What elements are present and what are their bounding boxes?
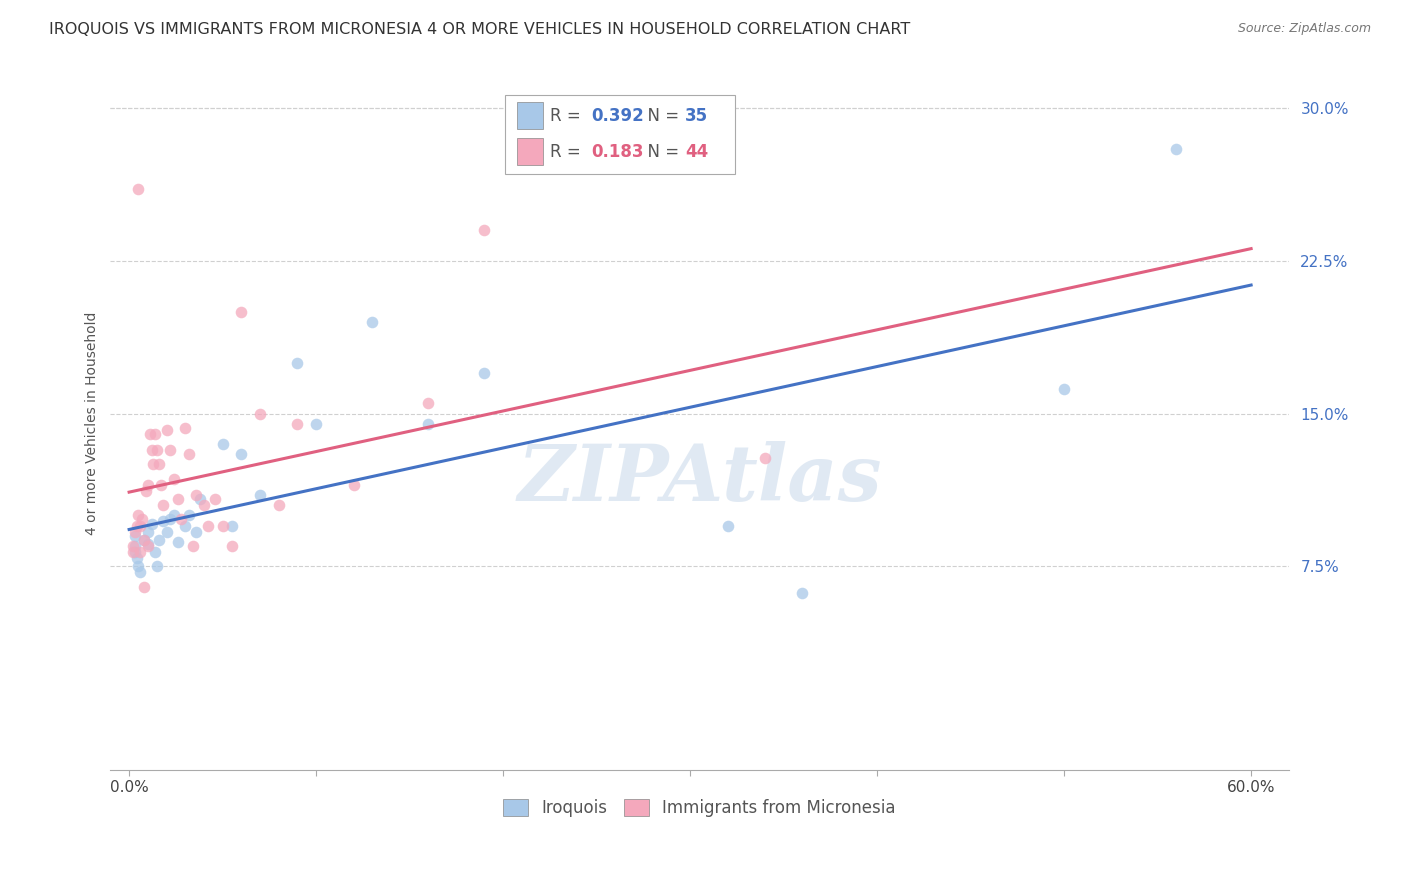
Point: [166, 492, 188, 507]
Point: [141, 443, 163, 458]
Point: [287, 417, 309, 431]
Point: [136, 524, 159, 539]
Legend: Iroquois, Immigrants from Micronesia: Iroquois, Immigrants from Micronesia: [496, 792, 903, 824]
Point: [474, 366, 496, 380]
Point: [135, 483, 157, 498]
Point: [163, 472, 186, 486]
Point: [125, 551, 148, 566]
Text: 0.183: 0.183: [591, 143, 644, 161]
Point: [146, 443, 169, 458]
Point: [754, 451, 776, 466]
Point: [418, 396, 440, 410]
Point: [132, 533, 155, 547]
Point: [129, 566, 152, 580]
Point: [152, 498, 174, 512]
Text: N =: N =: [637, 106, 685, 125]
Point: [221, 518, 243, 533]
Point: [143, 545, 166, 559]
Point: [170, 512, 193, 526]
Point: [143, 426, 166, 441]
Point: [163, 508, 186, 523]
Point: [127, 508, 149, 523]
Point: [249, 407, 271, 421]
Point: [131, 512, 153, 526]
Point: [361, 315, 384, 329]
Point: [136, 478, 159, 492]
Point: [159, 443, 181, 458]
Text: 35: 35: [685, 106, 709, 125]
Point: [418, 417, 440, 431]
Point: [148, 533, 170, 547]
Point: [1053, 382, 1076, 396]
Point: [267, 498, 290, 512]
Point: [231, 304, 253, 318]
Point: [177, 508, 200, 523]
Text: Source: ZipAtlas.com: Source: ZipAtlas.com: [1237, 22, 1371, 36]
Point: [152, 515, 174, 529]
Text: N =: N =: [637, 143, 685, 161]
Point: [231, 447, 253, 461]
Point: [177, 447, 200, 461]
Point: [124, 539, 146, 553]
Point: [155, 524, 177, 539]
Point: [124, 545, 146, 559]
Point: [149, 478, 172, 492]
Point: [142, 458, 165, 472]
Text: R =: R =: [550, 106, 586, 125]
Point: [188, 492, 211, 507]
Point: [211, 437, 233, 451]
Point: [125, 518, 148, 533]
Point: [148, 458, 170, 472]
Point: [159, 512, 181, 526]
Text: 0.392: 0.392: [591, 106, 644, 125]
Point: [211, 518, 233, 533]
Point: [305, 417, 328, 431]
Point: [124, 524, 146, 539]
Point: [136, 539, 159, 553]
Point: [166, 534, 188, 549]
FancyBboxPatch shape: [517, 103, 543, 128]
FancyBboxPatch shape: [517, 138, 543, 165]
Point: [121, 545, 143, 559]
Point: [221, 539, 243, 553]
FancyBboxPatch shape: [505, 95, 735, 175]
Text: ZIPAtlas: ZIPAtlas: [517, 441, 882, 517]
Point: [193, 498, 215, 512]
Point: [121, 539, 143, 553]
Point: [186, 488, 208, 502]
Point: [287, 356, 309, 370]
Point: [155, 423, 177, 437]
Point: [129, 518, 152, 533]
Y-axis label: 4 or more Vehicles in Household: 4 or more Vehicles in Household: [86, 312, 100, 535]
Point: [1166, 142, 1188, 156]
Point: [127, 182, 149, 196]
Point: [716, 518, 738, 533]
Point: [146, 559, 169, 574]
Point: [141, 516, 163, 531]
Point: [124, 529, 146, 543]
Point: [474, 223, 496, 237]
Point: [181, 539, 204, 553]
Point: [204, 492, 226, 507]
Point: [132, 533, 155, 547]
Point: [138, 426, 160, 441]
Point: [174, 518, 197, 533]
Text: IROQUOIS VS IMMIGRANTS FROM MICRONESIA 4 OR MORE VEHICLES IN HOUSEHOLD CORRELATI: IROQUOIS VS IMMIGRANTS FROM MICRONESIA 4…: [49, 22, 911, 37]
Point: [127, 559, 149, 574]
Point: [132, 580, 155, 594]
Point: [197, 518, 219, 533]
Point: [186, 524, 208, 539]
Text: 44: 44: [685, 143, 709, 161]
Point: [342, 478, 364, 492]
Point: [792, 586, 814, 600]
Text: R =: R =: [550, 143, 586, 161]
Point: [249, 488, 271, 502]
Point: [129, 545, 152, 559]
Point: [136, 537, 159, 551]
Point: [174, 421, 197, 435]
